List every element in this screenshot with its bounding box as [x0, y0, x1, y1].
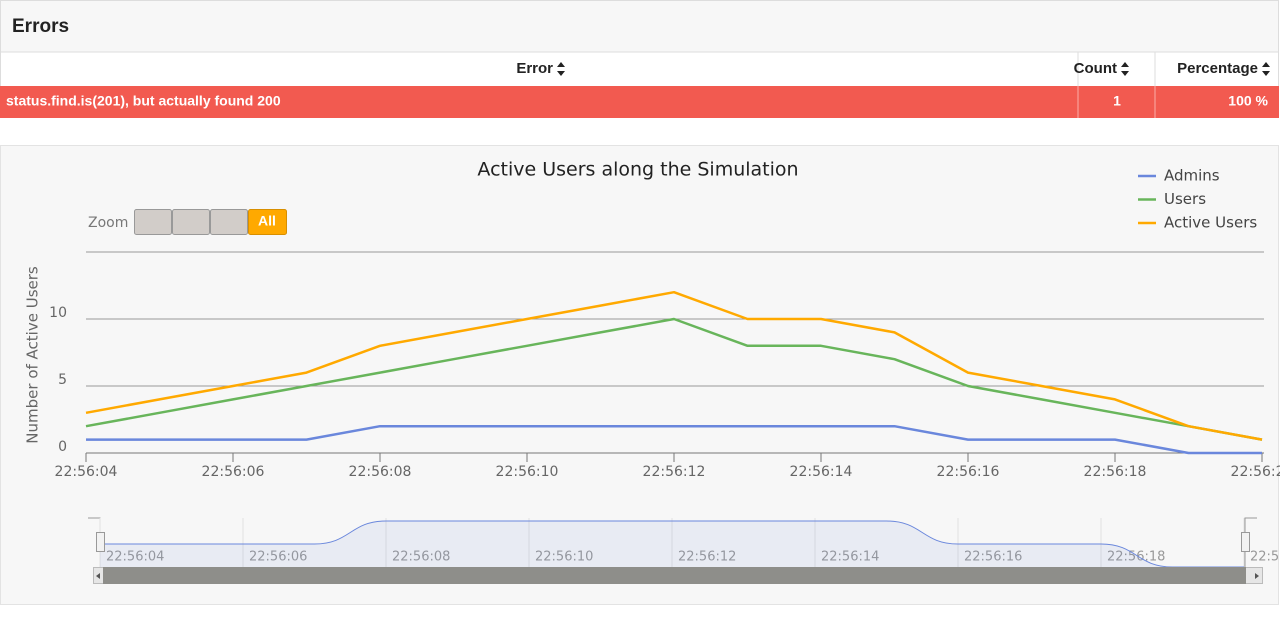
- navigator-area: [100, 521, 1244, 567]
- x-tick-label: 22:56:14: [790, 464, 853, 480]
- y-tick-label: 5: [58, 372, 67, 388]
- scroll-left[interactable]: [96, 573, 100, 579]
- legend-label[interactable]: Users: [1164, 190, 1206, 208]
- zoom-label: Zoom: [88, 215, 128, 231]
- scroll-right[interactable]: [1255, 573, 1259, 579]
- error-row: [0, 86, 1279, 118]
- navigator-label: 22:56:10: [535, 550, 593, 565]
- x-tick-label: 22:56:12: [643, 464, 706, 480]
- sort-icon[interactable]: [1262, 62, 1270, 76]
- column-header[interactable]: Count: [1074, 60, 1117, 77]
- sort-icon[interactable]: [557, 62, 565, 76]
- zoom-button[interactable]: [134, 209, 172, 235]
- navigator-label: 22:56:06: [249, 550, 307, 565]
- x-tick-label: 22:56:16: [937, 464, 1000, 480]
- navigator-handle[interactable]: [1241, 532, 1250, 552]
- navigator-label: 22:56:12: [678, 550, 736, 565]
- navigator-label: 22:56:18: [1107, 550, 1165, 565]
- column-header[interactable]: Percentage: [1177, 60, 1258, 77]
- navigator-label: 22:56:14: [821, 550, 879, 565]
- navigator: 22:56:04 22:56:06 22:56:08 22:56:10 22:56:12…: [99, 518, 1280, 568]
- series-line: [85, 290, 1263, 441]
- navigator-line: [100, 520, 1244, 568]
- y-tick-label: 0: [58, 439, 67, 455]
- x-tick-label: 22:56:18: [1084, 464, 1147, 480]
- error-count: 1: [1113, 93, 1121, 109]
- sort-icon[interactable]: [1121, 62, 1129, 76]
- legend-label[interactable]: Admins: [1164, 167, 1220, 185]
- x-tick-label: 22:56:04: [55, 464, 118, 480]
- legend-label[interactable]: Active Users: [1164, 214, 1257, 232]
- navigator-label: 22:56:08: [392, 550, 450, 565]
- series-line: [85, 317, 1263, 441]
- x-tick-label: 22:56:10: [496, 464, 559, 480]
- zoom-button[interactable]: [210, 209, 248, 235]
- navigator-label: 22:56:20: [1250, 550, 1280, 565]
- chart-title: Active Users along the Simulation: [477, 159, 798, 181]
- series-line: [86, 424, 1262, 455]
- navigator-label: 22:56:04: [106, 550, 164, 565]
- zoom-button[interactable]: [172, 209, 210, 235]
- errors-header: [1, 1, 1278, 52]
- y-tick-label: 10: [49, 305, 67, 321]
- column-header[interactable]: Error: [516, 60, 553, 77]
- zoom-button-label[interactable]: All: [258, 213, 276, 229]
- x-tick-label: 22:56:06: [202, 464, 265, 480]
- navigator-handle[interactable]: [96, 532, 105, 552]
- errors-title: Errors: [12, 16, 69, 37]
- scrollbar-thumb[interactable]: [103, 567, 1246, 584]
- error-message: status.find.is(201), but actually found …: [6, 93, 281, 109]
- zoom-button[interactable]: [248, 209, 287, 235]
- x-tick-label: 22:56:08: [349, 464, 412, 480]
- navigator-label: 22:56:16: [964, 550, 1022, 565]
- y-axis-label: Number of Active Users: [24, 266, 42, 444]
- x-tick-label: 22:56:20: [1231, 464, 1280, 480]
- error-percentage: 100 %: [1228, 93, 1268, 109]
